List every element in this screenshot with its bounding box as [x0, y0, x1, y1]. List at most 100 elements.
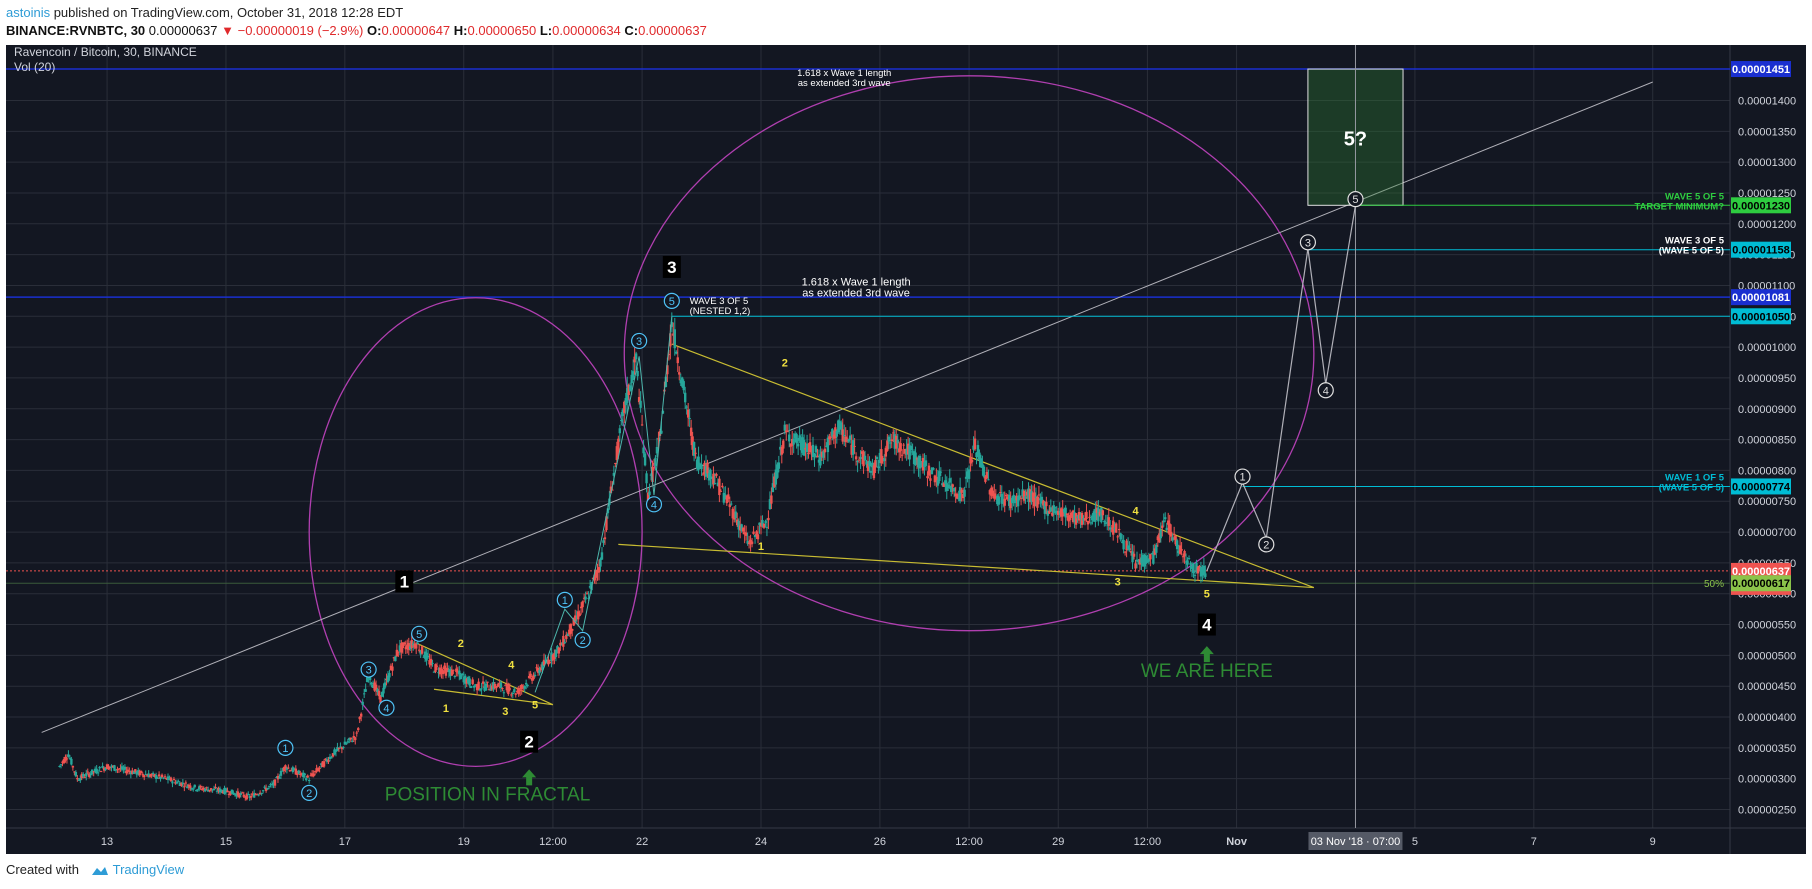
candle-body — [559, 642, 562, 646]
candle-body — [683, 392, 687, 403]
candle-body — [926, 476, 929, 479]
candle-body — [388, 673, 391, 678]
candle-body — [230, 789, 234, 794]
candle-body — [848, 435, 852, 440]
candle-body — [523, 686, 526, 689]
price-note: WAVE 5 OF 5 TARGET MINIMUM? — [1634, 191, 1724, 212]
candle-body — [734, 511, 737, 518]
candle-body — [588, 586, 592, 588]
x-tick-label: 19 — [458, 836, 470, 848]
candle-body — [700, 464, 703, 470]
candle-body — [574, 615, 577, 622]
candle-body — [715, 473, 718, 476]
candle-body — [1012, 494, 1015, 501]
candle-body — [517, 687, 520, 695]
x-tick-label: 17 — [339, 836, 351, 848]
candle-body — [627, 384, 630, 396]
candle-body — [866, 463, 870, 472]
candle-body — [1126, 545, 1130, 550]
candle-body — [942, 483, 945, 487]
price-chart[interactable]: 0.00000250 0.00000300 0.00000350 0.00000400… — [6, 45, 1806, 854]
candle-body — [970, 459, 974, 463]
candle-body — [1042, 500, 1045, 506]
candle-body — [516, 690, 519, 693]
candle-body — [361, 701, 364, 705]
candle-body — [117, 768, 121, 770]
candle-body — [287, 767, 290, 769]
candle-body — [626, 387, 629, 404]
candle-body — [267, 786, 271, 788]
candle-body — [346, 741, 350, 743]
candle-body — [642, 447, 645, 454]
candle-body — [200, 788, 204, 791]
candle-body — [822, 451, 825, 458]
candle-body — [1054, 507, 1057, 509]
candle-body — [811, 444, 815, 457]
x-tick-label: 26 — [874, 836, 886, 848]
price-note: WAVE 3 OF 5 (WAVE 5 OF 5) — [1659, 236, 1725, 257]
candle-body — [789, 443, 792, 447]
candle-body — [939, 471, 943, 473]
projection-circle — [1317, 382, 1334, 399]
candle-body — [307, 779, 311, 782]
candle-body — [232, 792, 235, 795]
candle-body — [672, 333, 675, 336]
symbol-line: BINANCE:RVNBTC, 30 0.00000637 ▼ −0.00000… — [6, 23, 707, 38]
candle-body — [1190, 566, 1194, 569]
candle-body — [1040, 496, 1044, 504]
candle-body — [1068, 515, 1072, 521]
candle-body — [403, 642, 406, 645]
candle-body — [1003, 498, 1006, 506]
subwave-label: 1 — [443, 703, 449, 715]
candle-body — [465, 679, 468, 684]
tradingview-link[interactable]: TradingView — [112, 862, 185, 877]
candle-body — [1104, 522, 1107, 524]
candle-body — [889, 442, 892, 444]
candle-body — [489, 688, 492, 691]
candle-body — [676, 357, 679, 364]
candle-body — [425, 652, 428, 661]
candle-body — [144, 774, 147, 776]
candle-body — [935, 476, 938, 481]
candle-body — [1164, 517, 1167, 520]
candle-body — [1076, 516, 1079, 519]
candle-body — [71, 766, 75, 768]
candle-body — [492, 681, 495, 690]
candle-body — [93, 768, 97, 772]
candle-body — [890, 439, 893, 442]
channel-line — [41, 81, 1653, 733]
candle-body — [449, 668, 452, 677]
candle-body — [829, 436, 833, 438]
candle-body — [746, 541, 749, 544]
candle-body — [520, 684, 523, 690]
candle-body — [422, 656, 425, 658]
x-tick-label: 9 — [1650, 836, 1656, 848]
candle-body — [737, 520, 740, 530]
candle-body — [1149, 554, 1152, 560]
candle-body — [456, 672, 460, 674]
candle-body — [438, 667, 442, 675]
candle-body — [391, 666, 394, 671]
y-tick-label: 0.00000250 — [1738, 805, 1796, 817]
chart-area[interactable]: 0.00000250 0.00000300 0.00000350 0.00000400… — [6, 45, 1806, 854]
candle-body — [99, 771, 103, 773]
wave-label: 4 — [383, 703, 389, 715]
candle-body — [758, 522, 761, 526]
candle-body — [865, 461, 868, 465]
candle-body — [973, 438, 977, 450]
candle-body — [1125, 540, 1128, 551]
author-link[interactable]: astoinis — [6, 5, 51, 20]
subwave-label: 2 — [782, 358, 788, 370]
candle-body — [972, 445, 975, 450]
candle-body — [930, 467, 934, 475]
candle-body — [254, 794, 257, 796]
candle-body — [694, 452, 697, 454]
candle-body — [675, 351, 678, 354]
candle-body — [223, 787, 226, 794]
candle-body — [929, 478, 932, 481]
candle-body — [282, 767, 286, 771]
candle-body — [364, 689, 367, 692]
candle-body — [955, 494, 959, 499]
candle-body — [685, 406, 688, 408]
wave-label: 5 — [669, 296, 675, 308]
